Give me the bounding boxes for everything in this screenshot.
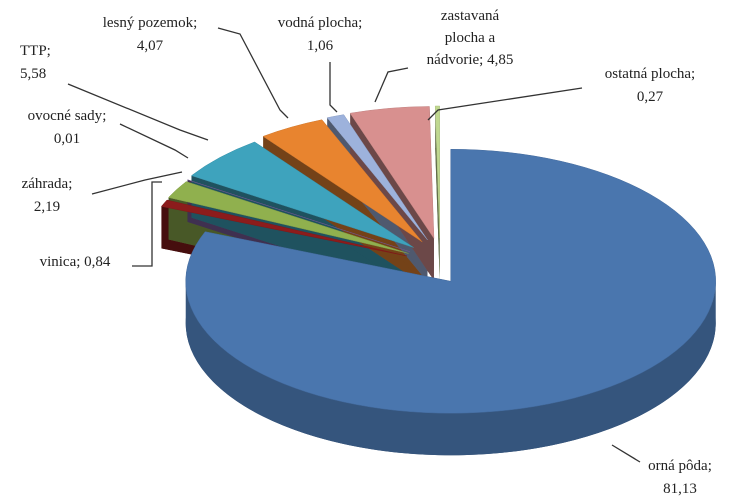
slice [190,141,414,248]
data-label-name: zastavaná [441,8,500,24]
data-label: zastavaná plocha a nádvorie; 4,85 [427,8,514,68]
data-label-value: 0,27 [637,89,664,105]
data-label: vodná plocha; 1,06 [278,15,363,54]
data-label-value: 81,13 [663,481,697,497]
data-label-name: lesný pozemok [103,15,194,31]
slice [160,199,408,257]
data-label-name: nádvorie [427,52,480,68]
data-label: ostatná plocha; 0,27 [605,66,695,105]
data-label-name: orná pôda [648,458,708,474]
data-label-separator: ; [691,66,695,82]
data-label-value: 4,85 [487,52,513,68]
data-label-value: 2,19 [34,199,60,215]
data-label-separator: ; [479,52,483,68]
slice [186,179,410,252]
leader-line [119,123,189,159]
data-label-value: 4,07 [137,38,164,54]
slice [262,119,423,243]
data-label-value: 0,01 [54,131,80,147]
data-label: lesný pozemok; 4,07 [103,15,198,54]
data-label: ovocné sady; 0,01 [28,108,107,147]
data-label: záhrada; 2,19 [22,176,73,215]
data-label-separator: ; [47,43,51,59]
data-label-name: vodná plocha [278,15,359,31]
slice [434,105,440,239]
leader-line [374,67,409,103]
leader-line [91,171,183,195]
data-label-name: TTP [20,43,47,59]
leader-line [217,27,289,119]
data-label-separator: ; [102,108,106,124]
slice [349,106,435,240]
leader-line [427,87,583,121]
data-label-value: 1,06 [307,38,334,54]
slice [326,114,428,241]
slice-side [185,281,716,456]
data-label-separator: ; [68,176,72,192]
data-label-separator: ; [358,15,362,31]
data-label: vinica; 0,84 [40,254,111,270]
data-label-value: 5,58 [20,66,46,82]
data-label: TTP; 5,58 [20,43,51,82]
data-label-name: ostatná plocha [605,66,692,82]
data-label-name: vinica [40,254,77,270]
slice-wall [435,106,440,281]
data-label-separator: ; [193,15,197,31]
slice [185,149,716,414]
leader-line [611,444,641,463]
data-label-separator: ; [76,254,80,270]
leader-line [132,181,162,267]
leader-line [329,62,338,113]
data-label-name: záhrada [22,176,69,192]
data-label-name: ovocné sady [28,108,103,124]
data-label: orná pôda; 81,13 [648,458,712,497]
leader-line [67,83,209,141]
slice [168,181,409,254]
data-label-separator: ; [708,458,712,474]
data-label-value: 0,84 [84,254,111,270]
data-label-name: plocha a [445,30,496,46]
